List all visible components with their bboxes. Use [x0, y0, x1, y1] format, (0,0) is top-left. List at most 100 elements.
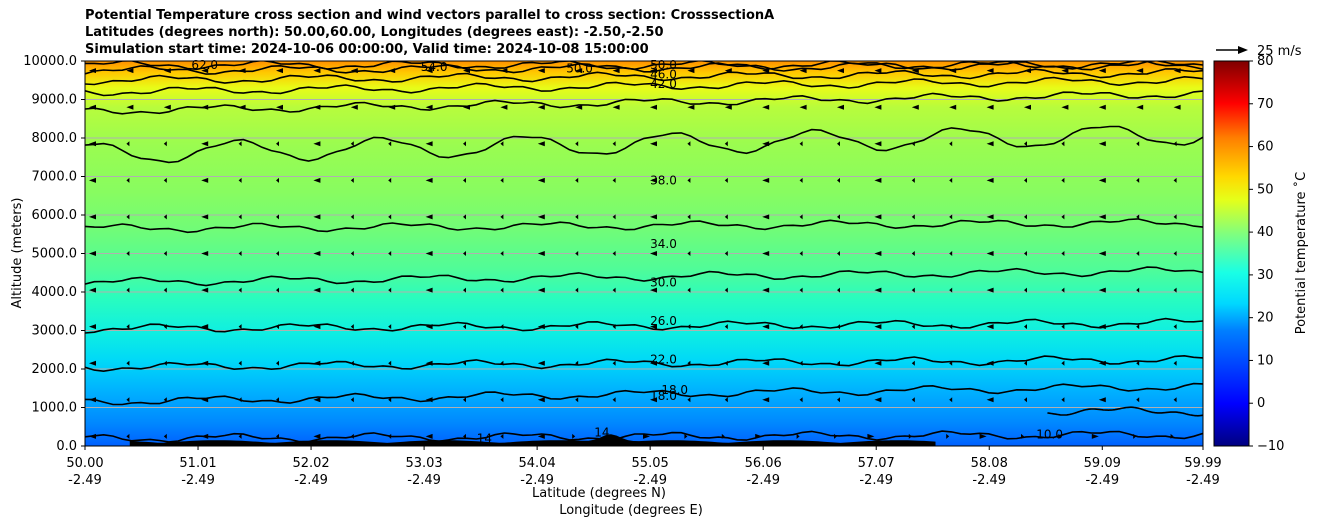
wind-vector [500, 433, 504, 439]
wind-vector [837, 177, 840, 183]
wind-vector [874, 360, 882, 366]
wind-vector [762, 287, 770, 293]
wind-vector [313, 287, 321, 293]
wind-vector [762, 324, 770, 330]
isentrope-line [85, 382, 1203, 406]
wind-vector [163, 68, 171, 74]
wind-vector [238, 397, 242, 403]
wind-vector [463, 397, 466, 403]
wind-vector [874, 214, 882, 220]
colorbar-tick-label: 40 [1257, 225, 1274, 240]
wind-vector [687, 397, 691, 403]
wind-vector [463, 68, 470, 74]
wind-vector [276, 141, 279, 147]
wind-vector [911, 68, 919, 74]
wind-vector [126, 433, 130, 439]
x-tick-label-latitude: 52.02 [292, 456, 329, 471]
wind-vector [837, 397, 840, 403]
wind-vector [238, 177, 242, 183]
wind-vector [463, 251, 466, 256]
contour-label: 26.0 [650, 314, 677, 328]
wind-vector [350, 177, 354, 183]
x-tick-label-longitude: -2.49 [181, 473, 215, 488]
wind-vector [612, 141, 616, 147]
colorbar-tick-label: 50 [1257, 182, 1274, 197]
colorbar-tick-label: 80 [1257, 54, 1274, 69]
wind-vector [1136, 397, 1140, 403]
wind-key: 25 m/s [1216, 44, 1302, 59]
wind-vector [388, 177, 392, 183]
wind-vector [643, 433, 650, 439]
wind-vector [537, 433, 545, 439]
wind-vector [834, 433, 837, 439]
wind-vector [201, 141, 209, 147]
x-tick-label-longitude: -2.49 [1085, 473, 1119, 488]
wind-vector [572, 433, 576, 439]
wind-vector [388, 433, 392, 439]
wind-vector [986, 141, 994, 147]
y-tick-label: 5000.0 [32, 247, 78, 262]
wind-vector [163, 104, 171, 110]
wind-vector [1136, 287, 1140, 293]
wind-vector [687, 68, 695, 74]
wind-vector [612, 214, 616, 220]
wind-vector [388, 104, 396, 110]
colorbar-tick-label: −10 [1257, 439, 1284, 454]
wind-vector [1173, 324, 1177, 330]
wind-vector [537, 68, 545, 74]
wind-vector [89, 433, 96, 439]
wind-vector [687, 141, 691, 147]
x-tick-label-longitude: -2.49 [520, 473, 554, 488]
wind-vector [837, 360, 840, 366]
wind-vector [650, 251, 657, 256]
wind-vector [612, 360, 616, 366]
wind-vector [500, 324, 504, 330]
wind-vector [867, 433, 875, 439]
wind-vector [650, 68, 657, 74]
wind-vector [1173, 360, 1177, 366]
wind-vector [537, 104, 545, 110]
x-tick-label-latitude: 59.09 [1084, 456, 1121, 471]
wind-vector [986, 324, 994, 330]
wind-vector [276, 360, 279, 366]
wind-vector [684, 433, 688, 439]
wind-vector [238, 214, 242, 220]
wind-vector [911, 251, 915, 256]
wind-vector [874, 141, 882, 147]
isentrope-line [85, 75, 1203, 97]
wind-vector [89, 177, 96, 183]
colorbar-tick-label: 60 [1257, 140, 1274, 155]
wind-key-arrow-head [1238, 46, 1248, 54]
wind-vector [575, 177, 579, 183]
wind-vector [1061, 251, 1065, 256]
wind-vector [612, 324, 616, 330]
wind-vector [796, 433, 800, 439]
wind-vector [425, 287, 433, 293]
contour-label: 14 [594, 426, 609, 440]
x-tick-label-latitude: 59.99 [1184, 456, 1221, 471]
wind-vector [463, 287, 466, 293]
wind-vector [1061, 397, 1065, 403]
wind-vector [1024, 141, 1027, 147]
wind-vector [1098, 104, 1106, 110]
wind-vector [837, 214, 840, 220]
y-tick-label: 3000.0 [32, 324, 78, 339]
wind-vector [1173, 177, 1177, 183]
x-axis-label-latitude: Latitude (degrees N) [532, 486, 666, 501]
wind-vector [650, 324, 657, 330]
wind-vector [537, 177, 545, 183]
wind-vector [350, 141, 354, 147]
wind-vector [1136, 251, 1140, 256]
wind-vector [350, 287, 354, 293]
wind-vector [1173, 104, 1181, 110]
wind-vector [388, 324, 392, 330]
contour-label: 14 [477, 431, 492, 445]
wind-vector [463, 324, 466, 330]
wind-vector [687, 251, 691, 256]
chart-title-line-1: Potential Temperature cross section and … [85, 8, 775, 23]
wind-vector [163, 141, 167, 147]
wind-vector [1098, 324, 1106, 330]
wind-vector [425, 360, 433, 366]
x-tick-label-longitude: -2.49 [68, 473, 102, 488]
colorbar-tick-label: 30 [1257, 268, 1274, 283]
